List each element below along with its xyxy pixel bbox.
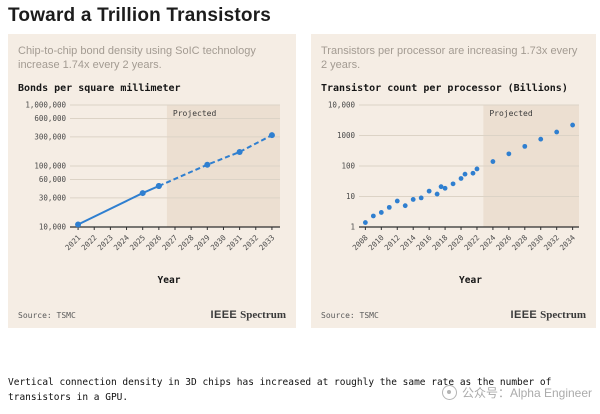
- spectrum-logo-text: Spectrum: [540, 309, 586, 321]
- svg-text:2030: 2030: [209, 233, 228, 252]
- svg-text:2034: 2034: [558, 233, 577, 252]
- figure-caption: Vertical connection density in 3D chips …: [8, 377, 552, 403]
- transistor-count-chart: 1 10 100 1000 10,000 200820102012201420162018…: [328, 101, 579, 252]
- spectrum-logo-text: Spectrum: [240, 309, 286, 321]
- svg-text:2024: 2024: [478, 233, 497, 252]
- svg-text:2030: 2030: [526, 233, 545, 252]
- ieee-spectrum-logo: IEEE Spectrum: [511, 309, 587, 321]
- bond-density-xaxis-label: Year: [157, 275, 181, 286]
- watermark-text: 公众号：Alpha Engineer: [461, 386, 592, 400]
- source-label: Source: TSMC: [321, 311, 379, 320]
- svg-text:2024: 2024: [112, 233, 131, 252]
- svg-text:2029: 2029: [193, 233, 212, 252]
- svg-text:2028: 2028: [176, 233, 195, 252]
- svg-text:10,000: 10,000: [328, 101, 356, 110]
- watermark-logo-icon: [441, 385, 457, 400]
- bond-density-chart: 10,000 30,000 60,000 100,000 300,000 600,000 1…: [25, 101, 280, 252]
- page-title: Toward a Trillion Transistors: [8, 5, 272, 26]
- bond-density-chart-title: Bonds per square millimeter: [18, 83, 181, 94]
- transistor-count-panel: Transistors per processor are increasing…: [311, 34, 596, 328]
- svg-text:2018: 2018: [430, 233, 449, 252]
- transistor-count-chart-title: Transistor count per processor (Billions…: [321, 83, 568, 94]
- svg-text:Projected: Projected: [173, 109, 217, 118]
- svg-text:2031: 2031: [225, 233, 244, 252]
- svg-text:2026: 2026: [494, 233, 513, 252]
- transistor-count-footer: Source: TSMC IEEE Spectrum: [321, 309, 586, 321]
- bond-density-footer: Source: TSMC IEEE Spectrum: [18, 309, 286, 321]
- svg-text:2028: 2028: [510, 233, 529, 252]
- bond-density-panel: Chip-to-chip bond density using SoIC tec…: [8, 34, 296, 328]
- svg-text:10,000: 10,000: [39, 223, 67, 232]
- svg-text:2022: 2022: [462, 233, 481, 252]
- svg-text:1: 1: [350, 223, 355, 232]
- svg-text:10: 10: [346, 192, 356, 201]
- svg-text:600,000: 600,000: [34, 114, 66, 123]
- svg-text:60,000: 60,000: [39, 175, 67, 184]
- svg-text:2025: 2025: [128, 233, 147, 252]
- svg-text:2023: 2023: [96, 233, 115, 252]
- svg-text:2008: 2008: [351, 233, 370, 252]
- ieee-logo-text: IEEE: [210, 309, 238, 321]
- svg-text:1000: 1000: [337, 131, 356, 140]
- svg-text:2014: 2014: [398, 233, 417, 252]
- svg-text:Projected: Projected: [489, 109, 533, 118]
- svg-text:100: 100: [341, 162, 355, 171]
- transistor-count-subtitle: Transistors per processor are increasing…: [321, 45, 578, 72]
- watermark: 公众号：Alpha Engineer: [441, 384, 592, 401]
- svg-text:2021: 2021: [63, 233, 82, 252]
- svg-text:2032: 2032: [241, 233, 260, 252]
- svg-text:2027: 2027: [160, 233, 179, 252]
- svg-text:2022: 2022: [80, 233, 99, 252]
- ieee-logo-text: IEEE: [510, 309, 538, 321]
- svg-text:2016: 2016: [414, 233, 433, 252]
- svg-text:2020: 2020: [446, 233, 465, 252]
- svg-text:2012: 2012: [383, 233, 402, 252]
- svg-text:2010: 2010: [367, 233, 386, 252]
- ieee-spectrum-logo: IEEE Spectrum: [211, 309, 287, 321]
- svg-text:100,000: 100,000: [34, 162, 66, 171]
- svg-text:30,000: 30,000: [39, 193, 67, 202]
- bond-density-subtitle: Chip-to-chip bond density using SoIC tec…: [18, 45, 256, 72]
- svg-text:2032: 2032: [542, 233, 561, 252]
- transistor-count-xaxis-label: Year: [459, 275, 482, 286]
- svg-text:1,000,000: 1,000,000: [25, 101, 66, 110]
- svg-text:300,000: 300,000: [34, 132, 66, 141]
- source-label: Source: TSMC: [18, 311, 76, 320]
- svg-text:2033: 2033: [257, 233, 276, 252]
- svg-text:2026: 2026: [144, 233, 163, 252]
